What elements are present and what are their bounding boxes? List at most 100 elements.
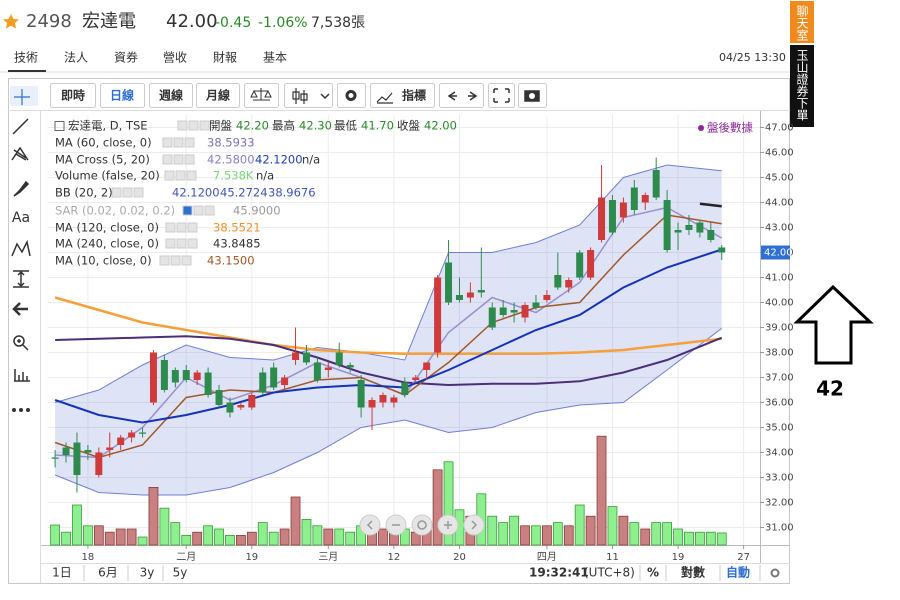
- volume-bar: [541, 525, 552, 546]
- after-hours-dot: [698, 125, 704, 131]
- tab[interactable]: 營收: [163, 51, 187, 65]
- range-button[interactable]: 6月: [98, 566, 118, 580]
- legend-icon: [164, 170, 175, 181]
- current-price-label: 42.00: [764, 248, 793, 259]
- legend-field-value: 42.00: [424, 119, 457, 133]
- candle-body: [466, 292, 474, 298]
- volume-bar: [574, 504, 585, 546]
- volume-bar: [509, 515, 520, 546]
- y-tick-label: 36.00: [765, 398, 794, 409]
- bottom-separators: [83, 565, 761, 581]
- legend-label: SAR (0.02, 0.02, 0.2): [55, 204, 175, 218]
- legend-value: 38.5521: [213, 221, 261, 235]
- candle-body: [630, 187, 638, 210]
- legend-icon: [159, 255, 170, 266]
- candle-body: [270, 367, 278, 388]
- x-tick-label: 12: [388, 552, 401, 563]
- x-tick-label: 四月: [537, 551, 557, 563]
- chat-button[interactable]: [790, 1, 814, 43]
- y-tick-label: 41.00: [765, 273, 794, 284]
- candle-body: [510, 310, 518, 313]
- button[interactable]: [100, 83, 145, 108]
- candle-body: [324, 367, 332, 370]
- legend-icon: [199, 120, 210, 131]
- candle-body: [401, 382, 409, 395]
- more-tools[interactable]: [12, 408, 30, 412]
- candle-body: [477, 290, 485, 293]
- button[interactable]: [196, 83, 240, 108]
- stock-code: 2498: [26, 11, 72, 32]
- x-tick-label: 11: [606, 552, 619, 563]
- tab[interactable]: 技術: [14, 51, 38, 65]
- order-button[interactable]: [790, 45, 814, 127]
- button[interactable]: [337, 83, 366, 108]
- legend-label: 宏達電, D, TSE: [68, 119, 148, 133]
- tab[interactable]: 基本: [263, 51, 287, 65]
- legend-icon: [184, 154, 195, 165]
- volume-bar: [312, 525, 323, 546]
- candle-body: [434, 277, 442, 353]
- legend-value: 45.9000: [233, 204, 281, 218]
- candle-body: [554, 275, 562, 288]
- range-button[interactable]: 5y: [173, 566, 188, 580]
- x-tick-label: 20: [453, 552, 466, 563]
- candle-body: [663, 200, 671, 250]
- legend-icon: [111, 187, 122, 198]
- nav-left[interactable]: [359, 514, 381, 536]
- legend-icon: [204, 205, 215, 216]
- y-tick-label: 37.00: [765, 373, 794, 384]
- legend-value: 43.8485: [213, 237, 261, 251]
- legend-label: MA (10, close, 0): [55, 254, 152, 268]
- legend-label: MA (60, close, 0): [55, 136, 152, 150]
- button[interactable]: [149, 83, 193, 108]
- y-tick-label: 38.00: [765, 348, 794, 359]
- annotation: 42: [816, 377, 844, 401]
- button[interactable]: [439, 83, 484, 108]
- button-label: 指標: [402, 88, 426, 103]
- volume-bar: [170, 522, 181, 546]
- log-toggle[interactable]: 對數: [681, 565, 705, 580]
- candle-body: [204, 372, 212, 395]
- volume-bar: [651, 522, 662, 546]
- legend-icon: [170, 255, 181, 266]
- settings-icon[interactable]: [770, 568, 780, 578]
- star-icon[interactable]: [3, 14, 19, 29]
- percent-toggle[interactable]: %: [647, 566, 659, 580]
- x-tick-label: 27: [737, 552, 750, 563]
- legend-value: 38.9676: [268, 186, 316, 200]
- legend-value: 43.1500: [207, 254, 255, 268]
- volume-bar: [531, 525, 541, 546]
- legend-field-name: 收盤: [397, 119, 420, 133]
- button[interactable]: [488, 83, 515, 108]
- candle-body: [707, 230, 715, 240]
- collapse-icon: [54, 121, 65, 131]
- button[interactable]: [370, 83, 435, 108]
- auto-toggle[interactable]: 自動: [726, 565, 750, 580]
- candle-body: [84, 450, 92, 453]
- text-tool[interactable]: Aa: [12, 210, 30, 226]
- bollinger-band: [55, 165, 722, 495]
- button[interactable]: [284, 83, 333, 108]
- legend-icon: [175, 170, 186, 181]
- range-button[interactable]: 1日: [52, 566, 72, 580]
- tab[interactable]: 法人: [64, 51, 88, 65]
- nav-right[interactable]: [463, 514, 485, 536]
- candle-body: [565, 280, 573, 288]
- reset[interactable]: [411, 514, 433, 536]
- button[interactable]: [50, 83, 96, 108]
- range-button[interactable]: 3y: [140, 566, 155, 580]
- datetime: 04/25 13:30: [719, 51, 786, 64]
- legend-value: n/a: [302, 153, 320, 167]
- candle-body: [335, 352, 343, 365]
- drawing-tools: [10, 86, 38, 382]
- y-tick-label: 47.00: [765, 123, 794, 134]
- tab[interactable]: 資券: [114, 50, 138, 65]
- candle-body: [95, 452, 103, 475]
- legend-icon: [165, 238, 176, 249]
- volume-bar: [104, 531, 115, 546]
- button-label: 即時: [61, 88, 85, 103]
- legend-field-name: 開盤: [209, 119, 232, 133]
- candle-body: [182, 370, 190, 380]
- tab[interactable]: 財報: [213, 50, 237, 65]
- volume-bar: [235, 535, 246, 546]
